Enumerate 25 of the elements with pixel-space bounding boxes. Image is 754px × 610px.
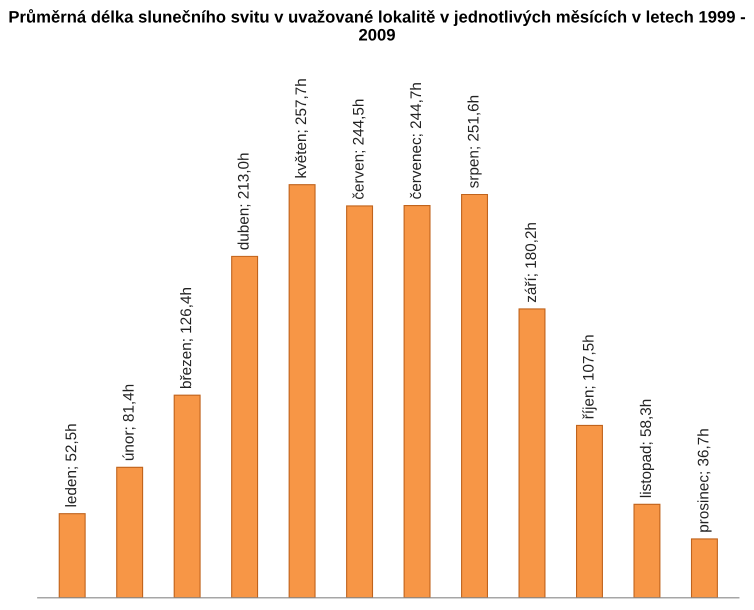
bar [690,538,718,598]
data-label: únor; 81,4h [122,384,136,460]
bar [174,394,201,598]
bar [461,194,488,598]
bar [288,184,316,598]
data-label: září; 180,2h [524,223,538,302]
chart-title: Průměrná délka slunečního svitu v uvažované lokalitě v jednotlivých měsících v letech 1999 - 2009 [9,9,746,41]
bar [116,466,144,598]
data-label: květen; 257,7h [294,79,308,178]
bar [231,256,258,598]
data-label: červenec; 244,7h [410,83,423,199]
bar [518,308,546,598]
data-label: leden; 52,5h [65,424,78,506]
data-label: srpen; 251,6h [467,96,482,188]
bar [576,424,603,598]
bar [346,205,374,598]
data-label: duben; 213,0h [237,153,251,250]
bar [404,205,431,598]
data-label: prosinec; 36,7h [697,429,712,532]
data-label: březen; 126,4h [180,288,194,388]
bar [58,513,86,598]
data-label: červen; 244,5h [352,100,366,200]
data-label: listopad; 58,3h [640,400,654,498]
bar [633,504,660,598]
data-label: říjen; 107,5h [582,335,597,419]
